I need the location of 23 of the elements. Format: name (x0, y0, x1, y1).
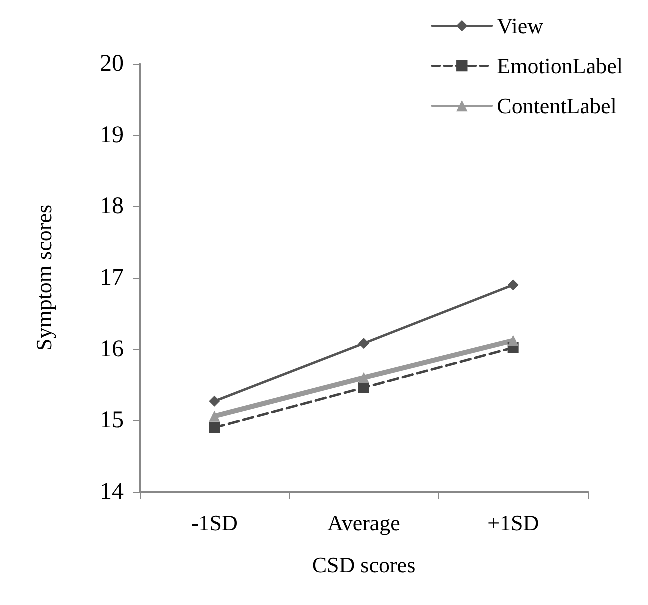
point (508, 335, 519, 346)
y-tick-label: 15 (100, 408, 124, 434)
legend-label: ContentLabel (497, 94, 617, 118)
y-tick-label: 19 (100, 122, 124, 148)
legend-label: EmotionLabel (497, 54, 624, 78)
point (508, 280, 519, 291)
y-tick-label: 16 (100, 336, 124, 362)
y-tick-label: 20 (100, 51, 124, 77)
point (209, 396, 220, 407)
point (358, 382, 370, 394)
point (209, 422, 220, 434)
y-tick-label: 18 (100, 194, 124, 220)
legend-label: View (497, 14, 544, 38)
x-tick-label: Average (328, 510, 400, 536)
y-tick-label: 17 (100, 265, 124, 291)
x-tick-label: +1SD (488, 510, 540, 536)
point (358, 372, 370, 384)
point (209, 410, 220, 422)
x-axis-title: CSD scores (312, 552, 416, 578)
y-axis-title: Symptom scores (32, 204, 56, 352)
y-tick-label: 14 (100, 479, 124, 505)
x-tick-label: -1SD (191, 510, 238, 536)
point (358, 338, 370, 350)
